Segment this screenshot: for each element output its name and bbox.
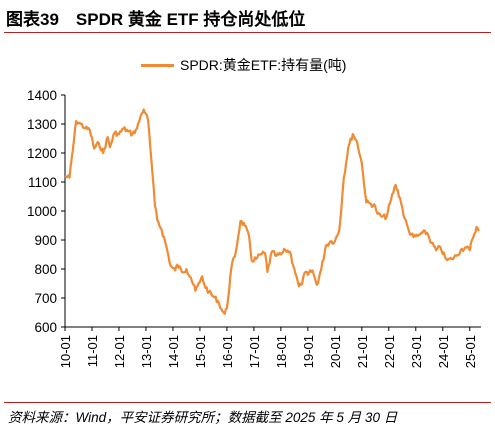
y-tick-label: 700 xyxy=(34,291,57,306)
x-tick-label: 12-01 xyxy=(112,335,127,368)
y-tick-label: 1400 xyxy=(27,88,57,103)
figure-title: 图表39 SPDR 黄金 ETF 持仓尚处低位 xyxy=(6,10,306,29)
y-tick-label: 800 xyxy=(34,262,57,277)
gold-holdings-chart: 600 700 800 900 1000 1100 1200 1300 1400 10-01 11… xyxy=(27,88,481,368)
x-tick-label: 16-01 xyxy=(220,335,235,368)
x-tick-label: 19-01 xyxy=(301,335,316,368)
y-tick-label: 1100 xyxy=(28,175,57,190)
x-tick-label: 15-01 xyxy=(193,335,208,368)
y-tick-label: 1300 xyxy=(27,117,57,132)
series-line-spdr-holdings xyxy=(64,108,480,315)
x-tick-label: 10-01 xyxy=(58,335,73,368)
source-divider xyxy=(4,402,491,403)
y-axis: 600 700 800 900 1000 1100 1200 1300 1400 xyxy=(27,88,66,335)
source-note: 资料来源：Wind，平安证券研究所；数据截至 2025 年 5 月 30 日 xyxy=(8,410,398,425)
x-tick-label: 22-01 xyxy=(382,335,397,368)
x-tick-label: 11-01 xyxy=(85,335,100,367)
title-underline xyxy=(4,2,491,33)
x-tick-label: 17-01 xyxy=(247,335,262,368)
legend-label: SPDR:黄金ETF:持有量(吨) xyxy=(180,57,347,73)
x-axis: 10-01 11-01 12-01 13-01 14-01 15-01 16-01 17-01… xyxy=(58,326,481,368)
x-tick-label: 20-01 xyxy=(328,335,343,368)
x-tick-label: 13-01 xyxy=(139,335,154,368)
legend-line-swatch xyxy=(141,63,174,67)
series-layer xyxy=(64,108,480,315)
x-tick-label: 21-01 xyxy=(355,335,370,368)
y-tick-label: 1200 xyxy=(27,146,57,161)
x-tick-label: 24-01 xyxy=(436,335,451,368)
y-tick-label: 600 xyxy=(34,320,57,335)
x-tick-label: 25-01 xyxy=(463,335,478,368)
y-tick-label: 1000 xyxy=(27,204,57,219)
chart-legend: SPDR:黄金ETF:持有量(吨) xyxy=(141,55,346,75)
x-tick-label: 18-01 xyxy=(274,335,289,368)
y-tick-label: 900 xyxy=(34,233,57,248)
x-tick-label: 23-01 xyxy=(409,335,424,368)
x-tick-label: 14-01 xyxy=(166,335,181,368)
